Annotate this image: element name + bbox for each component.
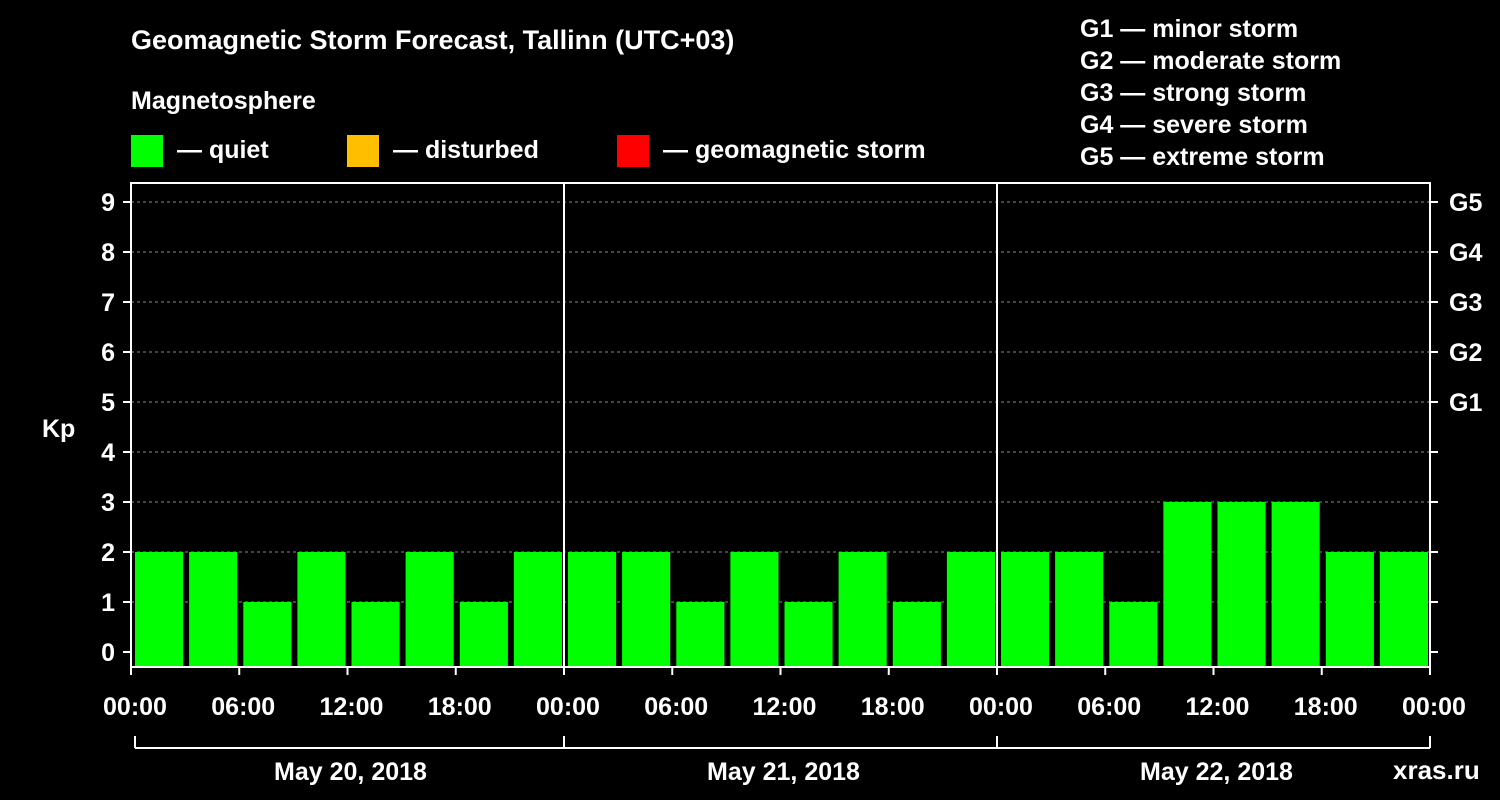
x-tick-label-5: 06:00	[644, 693, 708, 721]
kp-bar-day3-slot3	[1109, 602, 1158, 667]
y-tick-label-0: 0	[101, 639, 115, 667]
g-scale-label-g3: G3	[1449, 289, 1482, 317]
kp-bar-day2-slot6	[838, 552, 887, 667]
legend-item-storm: — geomagnetic storm	[617, 135, 926, 167]
kp-bar-day2-slot5	[784, 602, 833, 667]
storm-swatch-icon	[617, 135, 649, 167]
storm-scale-g2: G2 — moderate storm	[1080, 47, 1341, 75]
y-tick-label-6: 6	[101, 339, 115, 367]
kp-bar-day2-slot8	[946, 552, 995, 667]
chart-title: Geomagnetic Storm Forecast, Tallinn (UTC…	[131, 25, 734, 55]
g-scale-label-g2: G2	[1449, 339, 1482, 367]
g-scale-label-g1: G1	[1449, 389, 1482, 417]
y-tick-label-2: 2	[101, 539, 115, 567]
kp-bar-day2-slot7	[892, 602, 941, 667]
x-tick-label-12: 00:00	[1402, 693, 1466, 721]
kp-bar-day3-slot4	[1163, 502, 1212, 667]
legend-label-storm: — geomagnetic storm	[663, 136, 926, 164]
magnetosphere-legend: — quiet — disturbed — geomagnetic storm	[131, 135, 926, 167]
watermark: xras.ru	[1393, 755, 1480, 785]
y-tick-label-7: 7	[101, 289, 115, 317]
day-label-1: May 20, 2018	[274, 758, 427, 786]
axes: 0 1 2 3 4 5 6 7 8 9 G1 G2 G3 G4 G5 00:00 06:00 12:00 18:00…	[101, 189, 1482, 786]
y-tick-label-5: 5	[101, 389, 115, 417]
y-tick-label-1: 1	[101, 589, 115, 617]
y-tick-label-8: 8	[101, 239, 115, 267]
kp-bar-day3-slot2	[1055, 552, 1104, 667]
kp-bar-day1-slot3	[243, 602, 292, 667]
kp-bar-day2-slot1	[568, 552, 617, 667]
kp-bar-day3-slot5	[1217, 502, 1266, 667]
x-tick-label-2: 12:00	[320, 693, 384, 721]
kp-bar-day2-slot4	[730, 552, 779, 667]
x-tick-label-9: 06:00	[1077, 693, 1141, 721]
kp-bar-day1-slot4	[297, 552, 346, 667]
legend-label-disturbed: — disturbed	[393, 136, 539, 164]
y-tick-label-3: 3	[101, 489, 115, 517]
legend-label-quiet: — quiet	[177, 136, 269, 164]
kp-bar-day1-slot7	[459, 602, 508, 667]
kp-bar-day1-slot5	[351, 602, 400, 667]
disturbed-swatch-icon	[347, 135, 379, 167]
kp-bar-day3-slot6	[1271, 502, 1320, 667]
kp-bar-day2-slot3	[676, 602, 725, 667]
x-tick-label-0: 00:00	[103, 693, 167, 721]
legend-item-quiet: — quiet	[131, 135, 269, 167]
quiet-swatch-icon	[131, 135, 163, 167]
kp-bar-day3-slot1	[1001, 552, 1050, 667]
day-label-2: May 21, 2018	[707, 758, 860, 786]
kp-bar-day1-slot1	[135, 552, 184, 667]
x-tick-label-7: 18:00	[861, 693, 925, 721]
storm-scale-g1: G1 — minor storm	[1080, 15, 1298, 43]
magnetosphere-heading: Magnetosphere	[131, 87, 316, 115]
x-tick-label-10: 12:00	[1186, 693, 1250, 721]
storm-scale-g3: G3 — strong storm	[1080, 79, 1306, 107]
y-tick-label-9: 9	[101, 189, 115, 217]
g-scale-label-g5: G5	[1449, 189, 1482, 217]
kp-bar-day1-slot8	[513, 552, 562, 667]
kp-bar-day3-slot7	[1325, 552, 1374, 667]
x-tick-label-6: 12:00	[753, 693, 817, 721]
x-tick-label-4: 00:00	[536, 693, 600, 721]
kp-bar-day1-slot2	[189, 552, 238, 667]
x-tick-label-3: 18:00	[428, 693, 492, 721]
y-tick-label-4: 4	[101, 439, 115, 467]
kp-bars	[135, 502, 1428, 667]
x-tick-label-11: 18:00	[1294, 693, 1358, 721]
storm-scale-g5: G5 — extreme storm	[1080, 143, 1325, 171]
legend-item-disturbed: — disturbed	[347, 135, 539, 167]
kp-bar-day1-slot6	[405, 552, 454, 667]
storm-scale-g4: G4 — severe storm	[1080, 111, 1308, 139]
storm-scale-legend: G1 — minor storm G2 — moderate storm G3 …	[1080, 15, 1341, 171]
kp-bar-day2-slot2	[622, 552, 671, 667]
g-scale-label-g4: G4	[1449, 239, 1482, 267]
day-label-3: May 22, 2018	[1140, 758, 1293, 786]
x-tick-label-1: 06:00	[211, 693, 275, 721]
y-axis-label: Kp	[42, 415, 75, 443]
x-tick-label-8: 00:00	[969, 693, 1033, 721]
grid-lines	[131, 201, 1430, 603]
kp-bar-day3-slot8	[1379, 552, 1428, 667]
